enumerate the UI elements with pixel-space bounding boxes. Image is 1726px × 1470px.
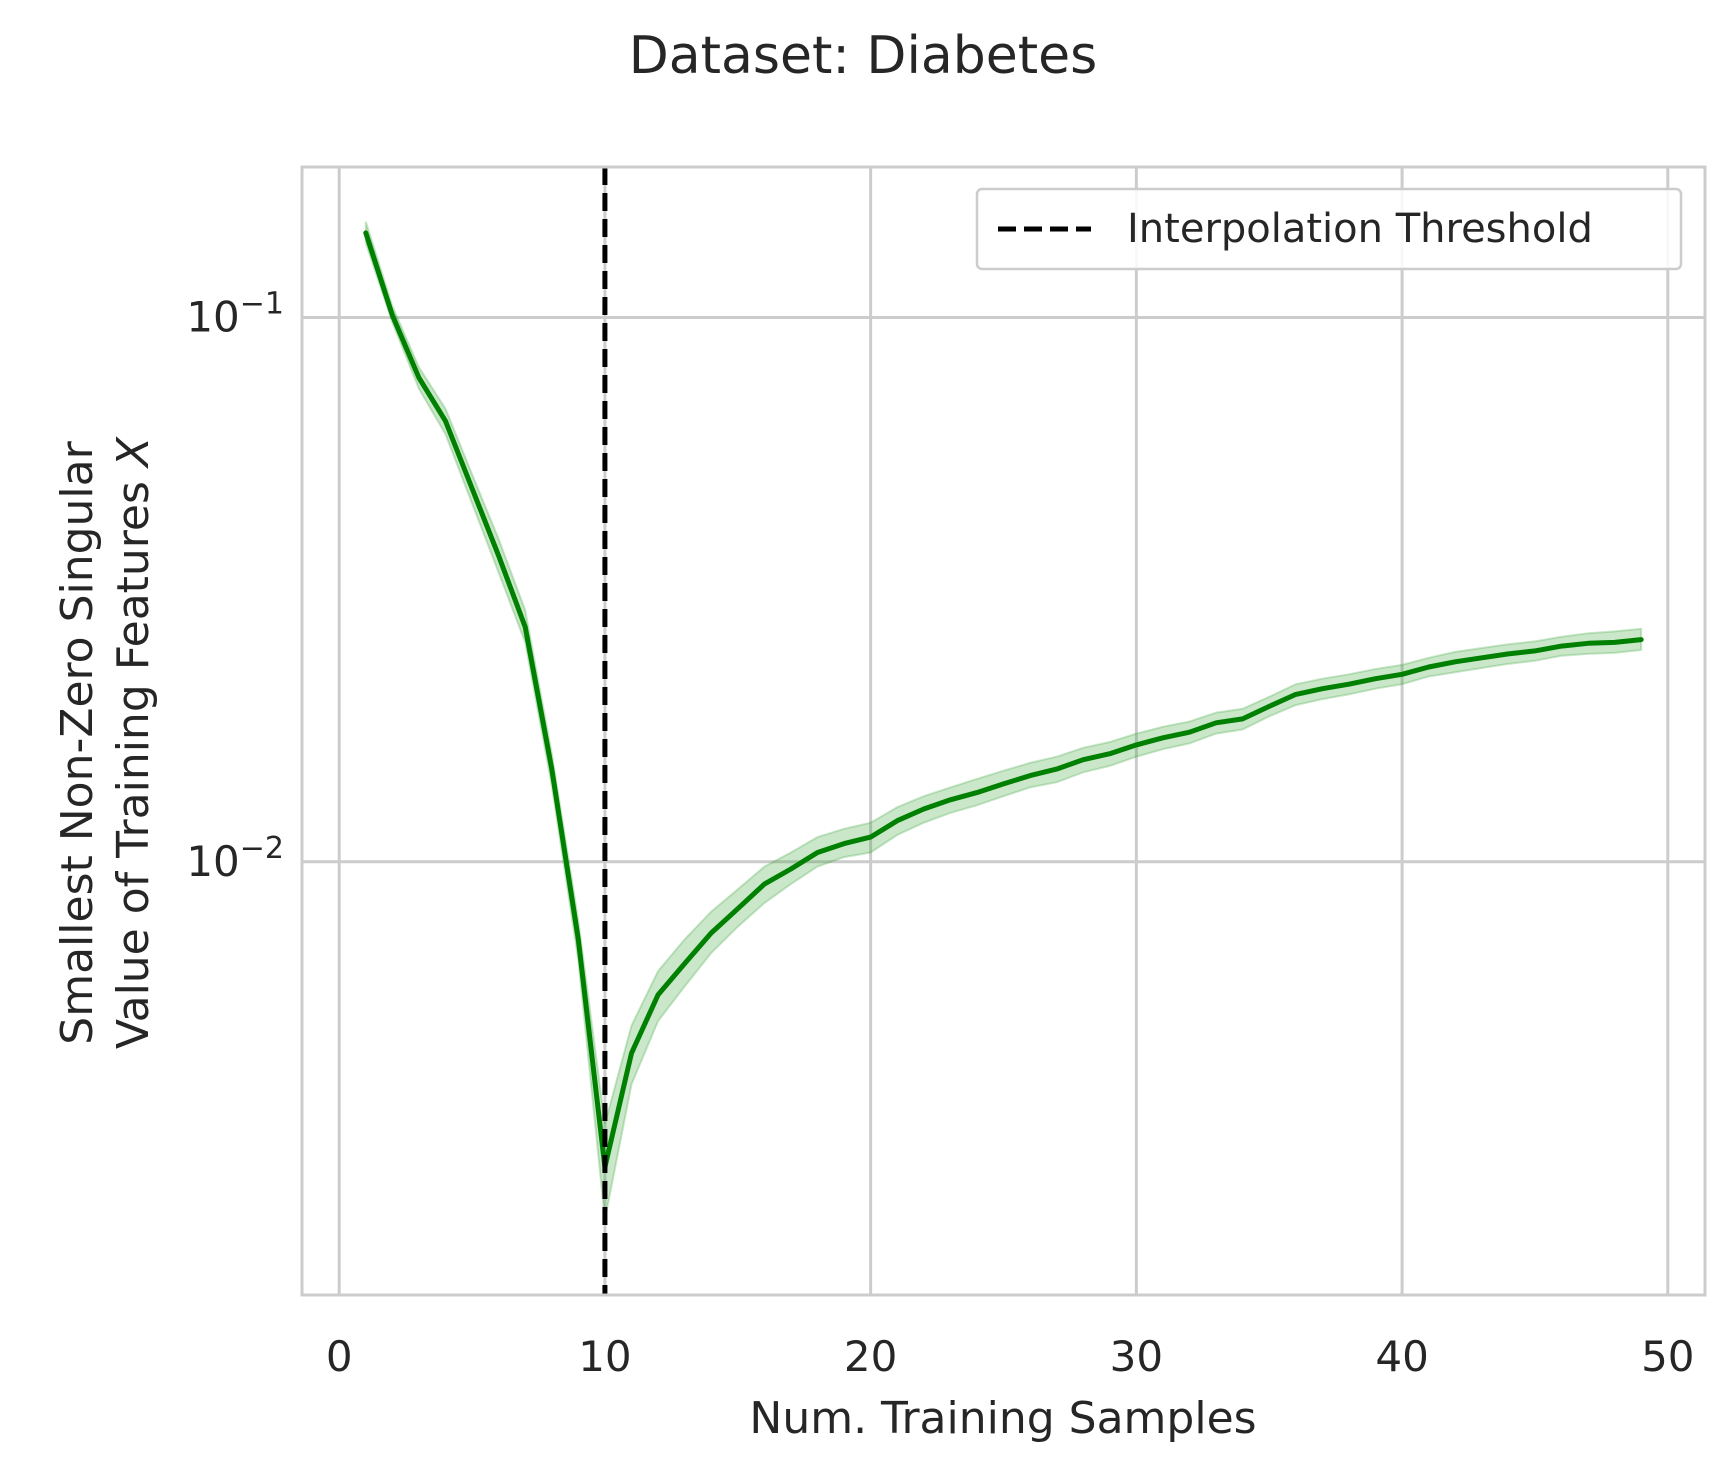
y-tick-labels: 10−1 10−2 xyxy=(186,286,284,885)
x-tick-label: 30 xyxy=(1110,1332,1163,1381)
series-line-layer xyxy=(363,230,1644,1170)
x-tick-label: 0 xyxy=(326,1332,353,1381)
y-axis-label-line2: Value of Training Features X xyxy=(108,436,159,1049)
chart-title: Dataset: Diabetes xyxy=(629,26,1098,86)
x-tick-label: 10 xyxy=(578,1332,631,1381)
y-tick-label: 10−2 xyxy=(186,831,284,886)
confidence-band-layer xyxy=(364,221,1643,1220)
y-axis-label-variable: X xyxy=(108,436,159,469)
legend: Interpolation Threshold xyxy=(975,187,1683,271)
x-tick-label: 40 xyxy=(1375,1332,1428,1381)
y-axis-label-line2-text: Value of Training Features xyxy=(108,481,159,1049)
legend-label-threshold: Interpolation Threshold xyxy=(1127,206,1593,252)
y-tick-label: 10−1 xyxy=(186,286,284,341)
x-tick-label: 50 xyxy=(1641,1332,1694,1381)
x-tick-labels: 0 10 20 30 40 50 xyxy=(326,1332,1695,1381)
confidence-band xyxy=(364,221,1643,1220)
series-line xyxy=(363,230,1644,1170)
x-tick-label: 20 xyxy=(844,1332,897,1381)
y-axis-label-line1: Smallest Non-Zero Singular xyxy=(52,440,103,1044)
plot-area-frame xyxy=(300,165,1707,1297)
legend-box xyxy=(975,187,1683,271)
y-axis-label: Smallest Non-Zero Singular Value of Trai… xyxy=(52,436,159,1049)
x-axis-label: Num. Training Samples xyxy=(749,1393,1256,1444)
